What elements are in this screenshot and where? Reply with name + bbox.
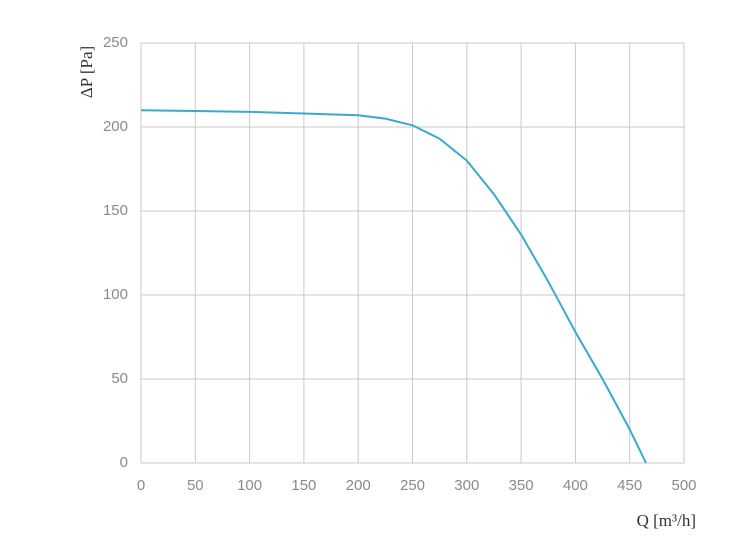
y-axis-title: ΔP [Pa] <box>77 46 96 98</box>
y-tick-label: 200 <box>103 118 128 135</box>
x-tick-label: 450 <box>617 477 642 494</box>
x-tick-label: 0 <box>137 477 145 494</box>
x-axis-title: Q [m³/h] <box>637 511 696 530</box>
y-tick-label: 150 <box>103 202 128 219</box>
y-tick-label: 0 <box>120 454 128 471</box>
x-tick-label: 350 <box>509 477 534 494</box>
x-tick-label: 200 <box>346 477 371 494</box>
x-tick-label: 250 <box>400 477 425 494</box>
x-tick-label: 50 <box>187 477 204 494</box>
x-tick-label: 300 <box>454 477 479 494</box>
y-tick-label: 50 <box>111 370 128 387</box>
x-tick-label: 100 <box>237 477 262 494</box>
y-tick-label: 250 <box>103 34 128 51</box>
y-tick-label: 100 <box>103 286 128 303</box>
x-tick-label: 500 <box>671 477 696 494</box>
curve <box>140 109 647 464</box>
x-tick-label: 400 <box>563 477 588 494</box>
x-tick-label: 150 <box>291 477 316 494</box>
